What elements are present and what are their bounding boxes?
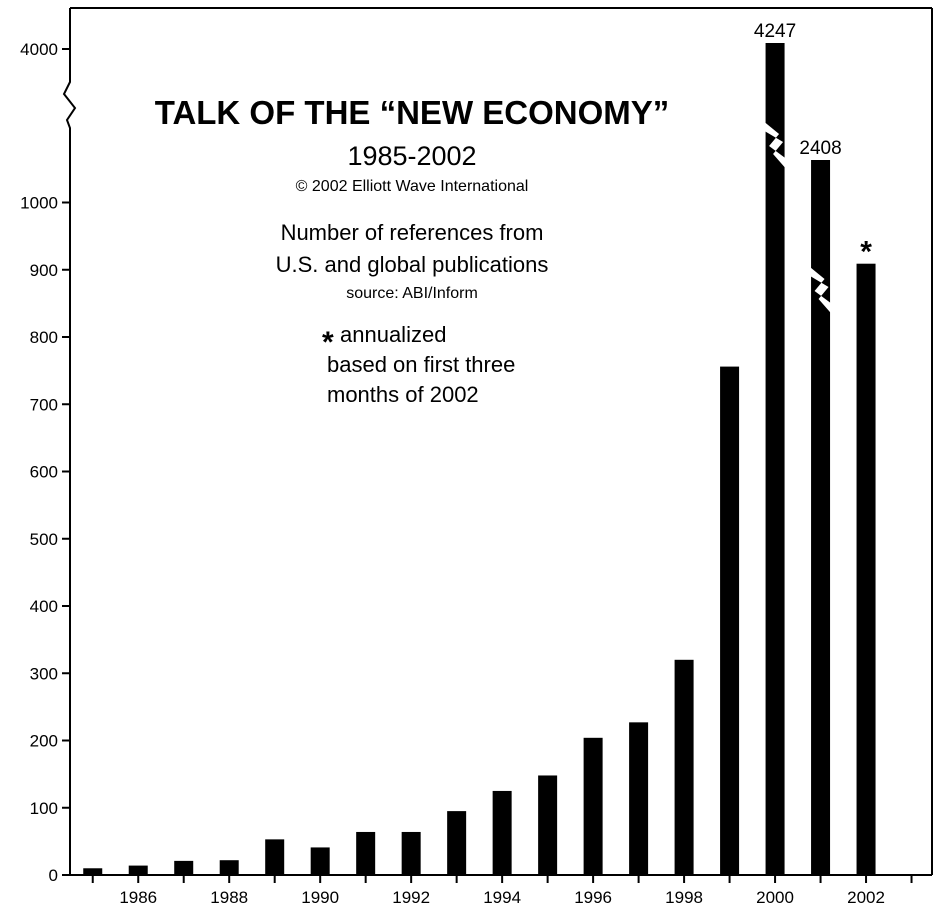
bar-1996 bbox=[583, 737, 603, 875]
note-line-2: based on first three bbox=[327, 352, 515, 377]
x-tick-label: 1988 bbox=[210, 888, 248, 907]
bar-1992 bbox=[401, 831, 421, 875]
y-tick-label: 200 bbox=[30, 732, 58, 751]
y-tick-label: 4000 bbox=[20, 40, 58, 59]
x-tick-label: 1990 bbox=[301, 888, 339, 907]
bar-breaks bbox=[759, 118, 837, 319]
description-line-1: Number of references from bbox=[281, 220, 544, 245]
bar-break-2000 bbox=[759, 118, 791, 174]
bar-1989 bbox=[265, 839, 285, 875]
bar-1997 bbox=[629, 722, 649, 875]
y-tick-label: 400 bbox=[30, 597, 58, 616]
chart-title: TALK OF THE “NEW ECONOMY” bbox=[155, 94, 670, 131]
chart-subtitle: 1985-2002 bbox=[347, 141, 476, 171]
bar-1991 bbox=[356, 831, 376, 875]
annotations: TALK OF THE “NEW ECONOMY” 1985-2002 © 20… bbox=[155, 21, 872, 407]
x-tick-label: 1986 bbox=[119, 888, 157, 907]
y-tick-label: 300 bbox=[30, 664, 58, 683]
bar-1985 bbox=[83, 868, 103, 875]
description-line-2: U.S. and global publications bbox=[276, 252, 549, 277]
bar-1994 bbox=[492, 790, 512, 875]
copyright: © 2002 Elliott Wave International bbox=[296, 178, 529, 195]
bar-1990 bbox=[310, 847, 330, 875]
axes: 0 100 200 300 400 500 600 700 800 900 1000 4000 1986… bbox=[20, 7, 933, 907]
x-tick-label: 1992 bbox=[392, 888, 430, 907]
value-label-2000: 4247 bbox=[754, 21, 796, 42]
x-tick-label: 2002 bbox=[847, 888, 885, 907]
bar-2001 bbox=[811, 160, 831, 875]
bar-2000 bbox=[765, 43, 785, 875]
note-line-3: months of 2002 bbox=[327, 382, 479, 407]
bar-1998 bbox=[674, 659, 694, 875]
y-tick-label: 600 bbox=[30, 463, 58, 482]
y-axis bbox=[62, 8, 77, 875]
bar-1987 bbox=[174, 860, 194, 875]
bar-break-2001 bbox=[805, 263, 837, 319]
x-tick-label: 1996 bbox=[574, 888, 612, 907]
note-asterisk: * bbox=[322, 326, 334, 359]
source-note: source: ABI/Inform bbox=[346, 285, 478, 302]
y-tick-label: 900 bbox=[30, 261, 58, 280]
note-line-1: annualized bbox=[340, 322, 446, 347]
bar-1993 bbox=[447, 811, 467, 875]
x-tick-label: 2000 bbox=[756, 888, 794, 907]
bars bbox=[83, 43, 876, 875]
x-tick-label: 1994 bbox=[483, 888, 521, 907]
x-tick-label: 1998 bbox=[665, 888, 703, 907]
y-tick-label: 700 bbox=[30, 395, 58, 414]
y-tick-label: 500 bbox=[30, 530, 58, 549]
y-tick-label: 100 bbox=[30, 799, 58, 818]
bar-1988 bbox=[219, 860, 239, 875]
y-tick-label: 1000 bbox=[20, 194, 58, 213]
value-label-2001: 2408 bbox=[799, 138, 841, 159]
y-tick-label: 0 bbox=[49, 866, 58, 885]
y-tick-label: 800 bbox=[30, 328, 58, 347]
bar-1995 bbox=[538, 775, 558, 875]
bar-1986 bbox=[128, 865, 148, 875]
bar-2002 bbox=[856, 263, 876, 875]
bar-1999 bbox=[720, 366, 740, 875]
value-label-2002: * bbox=[860, 236, 872, 269]
